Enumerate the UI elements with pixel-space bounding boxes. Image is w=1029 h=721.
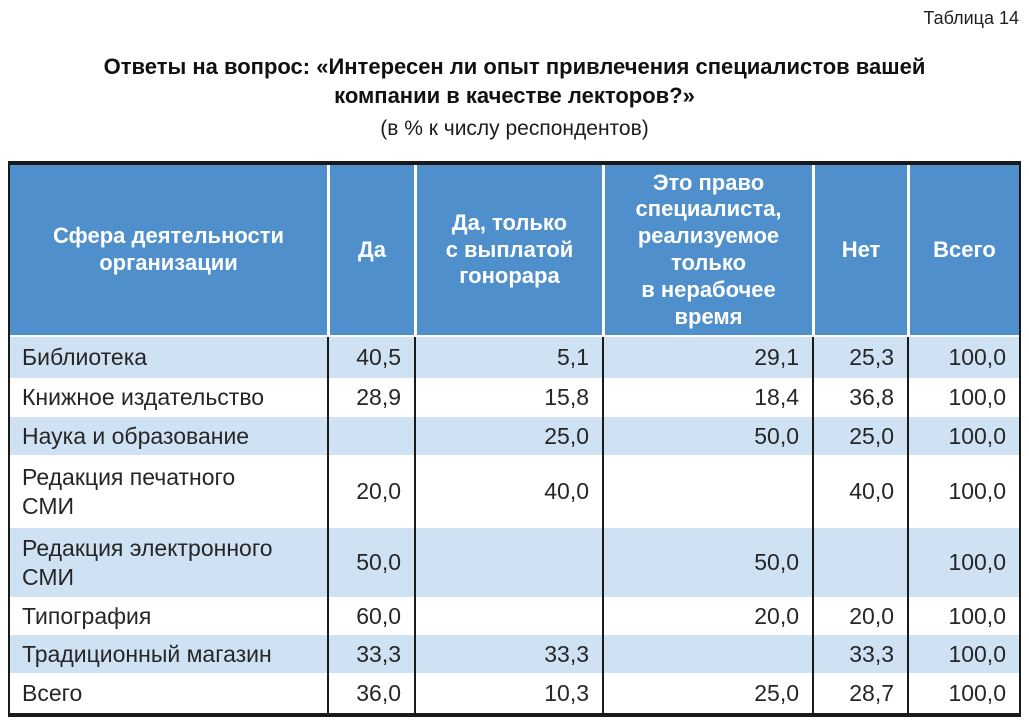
value-cell: 18,4 [602,378,812,417]
value-cell [602,455,812,528]
row-label-cell: Типография [22,602,152,629]
value-cell: 25,0 [414,417,602,455]
value-cell: 33,3 [812,635,907,673]
table-row: Книжное издательство 28,9 15,8 18,4 36,8… [10,378,1019,417]
value-cell: 36,8 [812,378,907,417]
value-cell: 29,1 [602,337,812,378]
value-cell: 100,0 [907,337,1019,378]
value-cell: 28,9 [327,378,414,417]
table-row: Редакция печатного СМИ 20,0 40,0 40,0 10… [10,455,1019,528]
table-row: Типография 60,0 20,0 20,0 100,0 [10,597,1019,635]
header-cell-no: Нет [812,165,907,335]
header-cell-total: Всего [907,165,1019,335]
header-cell-activity-sphere: Сфера деятельности организации [52,223,285,275]
table-row: Традиционный магазин 33,3 33,3 33,3 100,… [10,635,1019,673]
value-cell: 15,8 [414,378,602,417]
value-cell: 40,0 [812,455,907,528]
value-cell: 5,1 [414,337,602,378]
survey-results-table: Сфера деятельности организации Да Да, то… [8,161,1021,717]
value-cell: 20,0 [602,597,812,635]
value-cell: 100,0 [907,673,1019,713]
value-cell [414,597,602,635]
value-cell: 40,5 [327,337,414,378]
table-row-total: Всего 36,0 10,3 25,0 28,7 100,0 [10,673,1019,713]
row-label-cell: Книжное издательство [22,384,265,411]
value-cell: 50,0 [602,417,812,455]
value-cell [812,528,907,597]
table-title: Ответы на вопрос: «Интересен ли опыт при… [103,54,926,109]
value-cell: 60,0 [327,597,414,635]
value-cell: 10,3 [414,673,602,713]
value-cell: 100,0 [907,417,1019,455]
header-cell-yes: Да [327,165,414,335]
value-cell: 20,0 [327,455,414,528]
value-cell: 25,0 [602,673,812,713]
value-cell: 100,0 [907,528,1019,597]
header-cell-yes-with-fee: Да, только с выплатой гонорара [414,165,602,335]
value-cell: 33,3 [327,635,414,673]
table-header-row: Сфера деятельности организации Да Да, то… [10,165,1019,337]
value-cell [327,417,414,455]
value-cell: 25,3 [812,337,907,378]
row-label-cell: Традиционный магазин [22,640,272,667]
value-cell: 100,0 [907,597,1019,635]
value-cell: 20,0 [812,597,907,635]
table-subtitle: (в % к числу респондентов) [380,117,649,140]
value-cell: 25,0 [812,417,907,455]
value-cell [414,528,602,597]
value-cell: 50,0 [602,528,812,597]
value-cell: 36,0 [327,673,414,713]
table-row: Наука и образование 25,0 50,0 25,0 100,0 [10,417,1019,455]
row-label-cell: Редакция электронного СМИ [22,534,273,590]
header-cell-specialist-right: Это право специалиста, реализуемое тольк… [602,165,812,335]
value-cell [602,635,812,673]
value-cell: 100,0 [907,455,1019,528]
value-cell: 100,0 [907,635,1019,673]
value-cell: 33,3 [414,635,602,673]
value-cell: 28,7 [812,673,907,713]
value-cell: 100,0 [907,378,1019,417]
row-label-cell: Наука и образование [22,422,250,449]
row-label-cell: Всего [22,679,83,706]
row-label-cell: Библиотека [22,344,148,371]
value-cell: 50,0 [327,528,414,597]
row-label-cell: Редакция печатного СМИ [22,463,236,519]
value-cell: 40,0 [414,455,602,528]
table-row: Библиотека 40,5 5,1 29,1 25,3 100,0 [10,337,1019,378]
table-number-label: Таблица 14 [923,8,1019,28]
table-row: Редакция электронного СМИ 50,0 50,0 100,… [10,528,1019,597]
